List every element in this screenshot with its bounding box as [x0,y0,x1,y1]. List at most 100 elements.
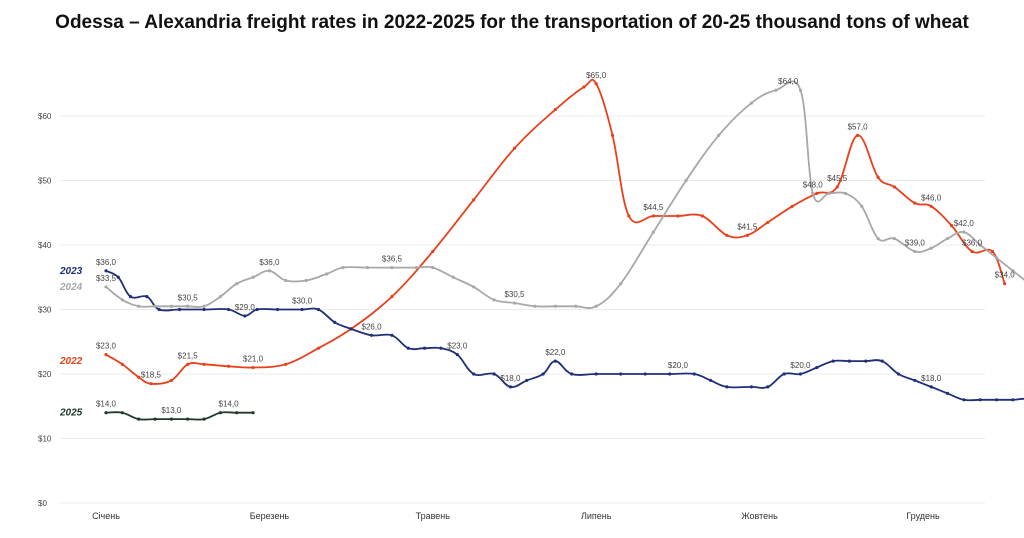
data-point-2023 [782,372,786,376]
data-point-2022 [137,375,141,379]
data-point-2022 [284,362,288,366]
data-point-2022 [226,364,231,368]
series-line-2022 [105,78,1006,385]
data-point-2024 [717,133,721,137]
data-point-2024 [235,282,239,286]
data-point-2024 [492,298,496,302]
data-point-2022 [856,133,860,137]
chart-title: Odessa – Alexandria freight rates in 202… [55,12,969,33]
data-point-2024 [104,285,108,289]
data-point-2022 [790,204,794,208]
data-point-2023 [316,307,321,312]
data-point-2024 [876,236,880,241]
data-point-2024 [284,278,288,283]
data-point-2024 [684,178,688,183]
data-point-2025 [186,417,190,421]
data-point-2023 [243,314,247,318]
data-point-2025 [153,417,157,421]
x-tick-label: Жовтень [741,511,778,521]
data-point-2025 [169,417,173,421]
data-point-2024 [267,269,271,273]
data-label-2022: $18,5 [141,371,162,380]
data-point-2025 [137,417,141,421]
data-point-2022 [913,201,917,205]
data-label-2022: $46,0 [921,193,942,202]
data-point-2025 [104,411,108,415]
data-point-2024 [251,275,255,279]
data-point-2024 [574,304,578,308]
data-point-2023 [749,385,754,389]
data-point-2024 [843,191,847,195]
data-label-2023: $36,0 [96,258,117,267]
data-point-2022 [929,204,933,208]
data-point-2022 [876,175,880,179]
data-point-2023 [798,372,803,376]
data-label-2024: $48,0 [803,180,824,189]
data-label-2024: $33,5 [96,274,117,283]
data-point-2023 [945,391,950,395]
data-point-2023 [896,372,901,376]
data-point-2023 [847,359,852,363]
data-label-2025: $14,0 [219,400,240,409]
data-label-2024: $64,0 [778,77,799,86]
data-point-2022 [1003,282,1007,286]
series-line-2023 [105,269,1024,402]
data-point-2023 [978,398,982,402]
data-point-2024 [945,236,950,241]
data-point-2023 [455,353,459,357]
data-label-2023: $29,0 [235,303,256,312]
data-point-2024 [811,191,815,195]
data-point-2022 [745,233,749,237]
data-point-2024 [651,230,655,234]
data-point-2023 [880,359,884,363]
data-point-2022 [700,214,705,218]
data-label-2023: $26,0 [362,322,383,331]
y-tick-label: $50 [38,177,52,186]
data-point-2023 [226,307,231,312]
data-point-2024 [137,304,141,308]
data-point-2022 [725,233,729,237]
data-point-2023 [333,320,337,324]
data-point-2023 [439,346,443,350]
data-point-2022 [594,82,598,86]
data-point-2023 [864,359,868,363]
data-point-2023 [553,359,557,363]
data-point-2023 [619,372,623,376]
data-label-2022: $44,5 [643,203,664,212]
data-label-2022: $21,5 [178,351,199,360]
data-label-2023: $30,0 [292,297,313,306]
data-point-2023 [525,378,529,383]
data-label-2022: $34,0 [995,271,1016,280]
data-label-2023: $18,0 [921,374,942,383]
data-point-2024 [414,265,419,270]
data-point-2024 [594,304,598,308]
data-point-2023 [104,269,108,273]
data-point-2023 [275,307,280,312]
data-point-2024 [553,304,557,308]
data-point-2023 [157,307,161,312]
data-point-2023 [962,398,966,402]
data-label-2022: $23,0 [96,342,117,351]
data-point-2024 [431,265,435,270]
data-point-2023 [541,372,545,376]
data-point-2023 [1011,398,1015,402]
data-point-2022 [970,249,974,254]
series-line-2025 [105,411,254,421]
data-point-2023 [692,372,696,376]
series-group [104,78,1024,421]
data-point-2024 [512,301,517,305]
data-point-2023 [492,372,496,376]
data-point-2023 [128,295,133,299]
data-point-2022 [104,353,108,357]
y-tick-label: $10 [38,435,52,444]
series-name-2022: 2022 [59,356,83,367]
data-point-2024 [533,304,537,308]
data-label-2024: $36,5 [382,255,403,264]
data-point-2024 [390,265,394,270]
data-point-2022 [766,220,770,225]
x-tick-label: Липень [581,511,612,521]
data-point-2022 [202,362,206,366]
data-point-2023 [300,307,304,312]
x-tick-label: Березень [250,511,290,521]
data-point-2023 [831,359,835,363]
